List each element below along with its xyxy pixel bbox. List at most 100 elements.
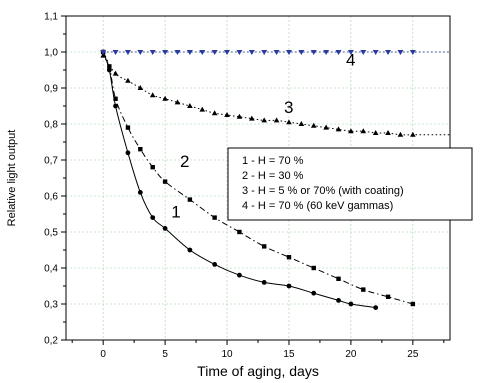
data-point <box>212 215 217 220</box>
y-tick-label: 0,3 <box>44 300 58 311</box>
x-tick-label: 0 <box>100 349 106 360</box>
legend-entry: 1 - H = 70 % <box>242 155 304 167</box>
data-point <box>236 113 243 119</box>
data-point <box>372 50 379 55</box>
data-point <box>261 280 267 285</box>
x-tick-label: 15 <box>283 349 295 360</box>
data-point <box>336 276 341 281</box>
data-point <box>311 290 317 296</box>
data-point <box>285 50 292 55</box>
data-point <box>162 95 168 101</box>
data-point <box>361 287 366 292</box>
x-tick-label: 10 <box>221 349 233 360</box>
y-tick-label: 1,0 <box>44 48 58 59</box>
data-point <box>397 131 404 137</box>
curve-labels: 1 2 3 4 <box>171 51 355 222</box>
series-3 <box>100 52 450 137</box>
y-tick-label: 0,2 <box>44 336 58 347</box>
data-point <box>249 115 255 121</box>
data-point <box>323 50 330 55</box>
data-point <box>138 147 143 152</box>
data-point <box>360 50 367 55</box>
data-point <box>112 70 119 76</box>
data-point <box>335 50 342 55</box>
curve-label: 3 <box>284 98 293 117</box>
x-tick-label: 5 <box>162 349 168 360</box>
data-point <box>360 128 367 134</box>
data-point <box>385 294 391 299</box>
data-point <box>236 50 243 55</box>
data-point <box>261 50 268 55</box>
data-point <box>298 50 305 55</box>
data-point <box>385 130 391 135</box>
legend-box <box>227 147 473 221</box>
y-tick-label: 1,1 <box>44 12 58 23</box>
curve-label: 4 <box>346 51 355 70</box>
data-point <box>125 125 131 130</box>
y-tick-label: 0,4 <box>44 264 58 275</box>
data-point <box>397 50 404 55</box>
data-point <box>323 124 329 130</box>
data-point <box>261 244 267 249</box>
x-axis-title: Time of aging, days <box>197 363 319 379</box>
data-point <box>149 92 156 98</box>
data-point <box>372 130 379 135</box>
series-1 <box>100 49 379 310</box>
data-point <box>162 226 168 231</box>
data-point <box>174 50 181 55</box>
data-point <box>248 50 255 55</box>
data-point <box>212 262 218 267</box>
data-point <box>224 112 230 117</box>
data-point <box>385 50 392 55</box>
series-line <box>102 55 450 136</box>
y-tick-label: 0,9 <box>44 84 58 95</box>
data-point <box>125 150 131 156</box>
data-point <box>149 50 156 55</box>
data-point <box>187 197 193 202</box>
y-axis-title: Relative light output <box>6 130 18 227</box>
data-point <box>261 117 267 123</box>
curve-label: 1 <box>171 203 180 222</box>
data-point <box>286 255 292 260</box>
data-point <box>162 50 169 55</box>
x-tick-label: 20 <box>345 349 357 360</box>
data-point <box>286 283 292 289</box>
data-point <box>410 301 416 307</box>
data-point <box>373 305 379 310</box>
data-point <box>336 298 341 303</box>
data-point <box>150 215 156 221</box>
data-point <box>100 50 107 55</box>
data-point <box>211 110 218 116</box>
data-point <box>137 50 144 55</box>
legend-entry: 4 - H = 70 % (60 keV gammas) <box>242 200 393 212</box>
ticks: 0 5 10 15 20 25 0,2 0,3 0,4 0,5 0,6 0,7 0,8 0,9 1,0 1,1 <box>44 12 445 360</box>
data-point <box>137 85 144 90</box>
series-2 <box>100 49 416 307</box>
data-point <box>335 126 342 132</box>
legend-entry: 2 - H = 30 % <box>242 170 304 182</box>
data-point <box>409 50 416 55</box>
data-point <box>106 67 112 73</box>
data-point <box>150 165 155 170</box>
data-point <box>348 128 354 134</box>
data-point <box>112 50 119 55</box>
data-point <box>273 117 280 123</box>
data-point <box>199 50 206 55</box>
data-point <box>224 50 231 55</box>
data-point <box>310 122 317 128</box>
legend: 1 - H = 70 % 2 - H = 30 % 3 - H = 5 % or 7… <box>227 147 473 221</box>
data-point <box>174 99 181 105</box>
data-point <box>107 64 112 69</box>
data-point <box>124 50 131 55</box>
data-point <box>113 96 118 101</box>
series-layer <box>100 49 450 310</box>
series-line <box>102 51 376 309</box>
data-point <box>348 301 354 307</box>
data-point <box>410 131 416 137</box>
data-point <box>187 247 193 253</box>
data-point <box>100 52 106 58</box>
data-point <box>162 179 168 184</box>
data-point <box>286 119 292 125</box>
data-point <box>113 103 118 109</box>
